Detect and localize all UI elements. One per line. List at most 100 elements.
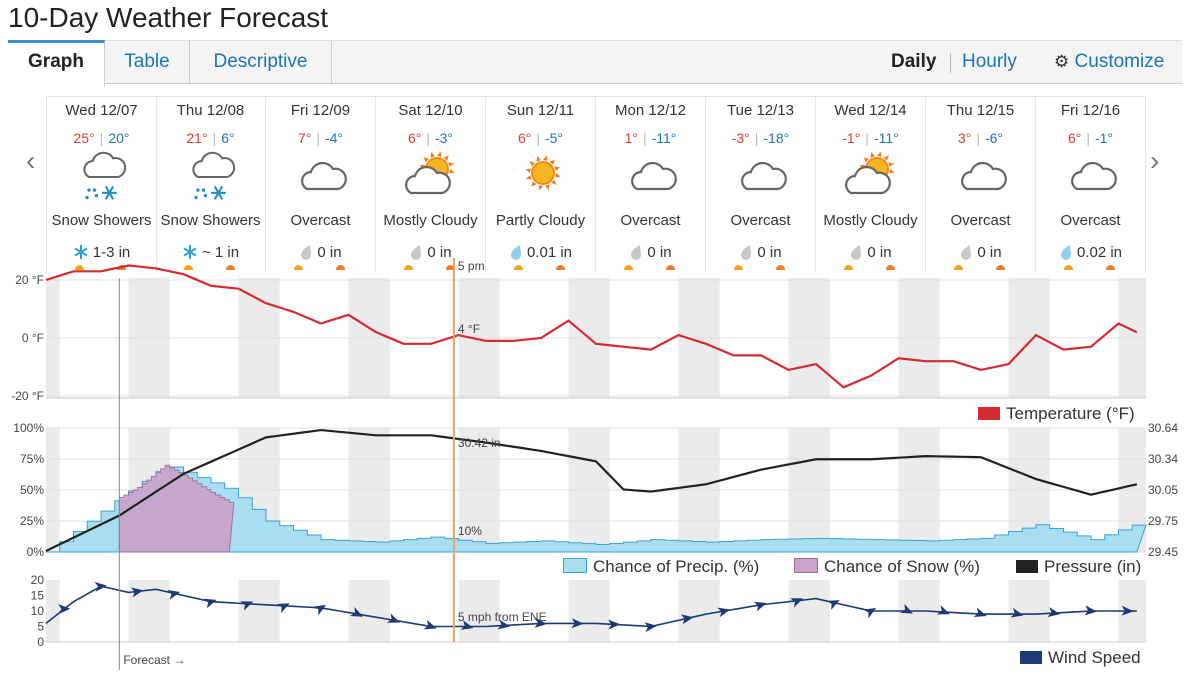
night-band bbox=[596, 428, 610, 552]
snowflake-icon bbox=[182, 244, 202, 261]
high-temp: 1° bbox=[624, 130, 638, 146]
snow-swatch bbox=[794, 558, 818, 573]
raindrop-icon bbox=[409, 244, 427, 261]
wind-swatch bbox=[1020, 651, 1042, 664]
raindrop-icon bbox=[739, 244, 757, 261]
temp-separator: | bbox=[1086, 130, 1090, 146]
snow-showers-icon bbox=[74, 149, 130, 205]
raindrop-icon bbox=[1059, 244, 1077, 261]
low-temp: -5° bbox=[544, 130, 564, 146]
high-temp: 21° bbox=[186, 130, 208, 146]
precip-legend: Chance of Precip. (%) bbox=[563, 557, 759, 577]
tab-graph[interactable]: Graph bbox=[8, 40, 105, 87]
cursor-pressure-label: 30.42 in bbox=[458, 436, 501, 450]
wind-arrow-icon bbox=[826, 600, 840, 610]
night-band bbox=[238, 580, 266, 642]
cloud-icon bbox=[293, 149, 349, 205]
wind-arrow-icon bbox=[58, 604, 71, 615]
night-band bbox=[458, 428, 486, 552]
precip-tick-label: 100% bbox=[13, 421, 44, 435]
night-band bbox=[1008, 278, 1036, 398]
night-band bbox=[596, 580, 610, 642]
cloud-icon bbox=[733, 149, 789, 205]
day-temps: 1° | -11° bbox=[596, 130, 705, 146]
temp-separator: | bbox=[865, 130, 869, 146]
day-column[interactable]: Tue 12/13 -3° | -18° Overcast 0 in bbox=[706, 97, 816, 273]
temp-separator: | bbox=[754, 130, 759, 146]
day-column[interactable]: Fri 12/16 6° | -1° Overcast 0.02 in bbox=[1036, 97, 1146, 273]
wind-arrow-icon bbox=[753, 601, 767, 612]
tab-table[interactable]: Table bbox=[105, 41, 190, 83]
next-arrow-icon[interactable]: › bbox=[1150, 145, 1160, 176]
cursor-precip-label: 10% bbox=[458, 524, 482, 538]
low-temp: 20° bbox=[108, 130, 130, 146]
wind-arrow-icon bbox=[936, 605, 950, 615]
night-band bbox=[238, 428, 266, 552]
sunset-icon bbox=[556, 265, 565, 270]
customize-label: Customize bbox=[1074, 51, 1165, 72]
wind-legend-label: Wind Speed bbox=[1048, 648, 1141, 667]
condition-label: Snow Showers bbox=[51, 212, 152, 229]
precip-legend-label: Chance of Precip. (%) bbox=[593, 557, 760, 576]
page-title: 10-Day Weather Forecast bbox=[8, 2, 329, 33]
precip-amount-label: ~ 1 in bbox=[201, 244, 240, 261]
night-band bbox=[238, 278, 266, 398]
day-column[interactable]: Thu 12/08 21° | 6° Snow Showers ~ 1 in bbox=[156, 97, 266, 273]
sunrise-icon bbox=[404, 265, 413, 270]
snowflake-icon bbox=[73, 244, 93, 261]
day-column[interactable]: Mon 12/12 1° | -11° Overcast 0 in bbox=[596, 97, 706, 273]
precip-amount-label: 0.01 in bbox=[526, 244, 573, 261]
day-date: Fri 12/16 bbox=[1060, 102, 1121, 119]
customize-button[interactable]: ⚙ Customize bbox=[1054, 41, 1164, 83]
precip-amount-label: 0 in bbox=[867, 244, 892, 261]
wind-arrow-icon bbox=[1010, 607, 1024, 618]
night-band bbox=[486, 278, 500, 398]
day-date: Sun 12/11 bbox=[506, 102, 575, 119]
mostly-cloudy-icon bbox=[403, 149, 459, 205]
sunset-icon bbox=[776, 265, 785, 270]
hourly-toggle[interactable]: Hourly bbox=[962, 51, 1017, 72]
day-temps: 25° | 20° bbox=[47, 130, 156, 146]
day-date: Sat 12/10 bbox=[398, 102, 463, 119]
pressure-tick-label: 29.45 bbox=[1148, 545, 1178, 559]
night-band bbox=[706, 428, 720, 552]
condition-label: Mostly Cloudy bbox=[823, 212, 918, 229]
condition-label: Snow Showers bbox=[160, 212, 261, 229]
night-band bbox=[266, 580, 280, 642]
low-temp: -6° bbox=[984, 130, 1004, 146]
temp-tick-label: -20 °F bbox=[11, 389, 44, 403]
pressure-line bbox=[45, 428, 1138, 552]
temp-separator: | bbox=[642, 130, 647, 146]
sunrise-icon bbox=[75, 265, 84, 270]
wind-arrow-icon bbox=[497, 619, 511, 630]
cursor-temp-label: 4 °F bbox=[458, 322, 480, 336]
day-column[interactable]: Sat 12/10 6° | -3° Mostly Cloudy 0 in bbox=[376, 97, 486, 273]
night-band bbox=[156, 428, 170, 552]
condition-label: Overcast bbox=[950, 212, 1011, 229]
high-temp: 3° bbox=[957, 130, 972, 146]
precip-amount-label: 0 in bbox=[977, 244, 1002, 261]
wind-arrow-icon bbox=[94, 581, 107, 592]
pressure-tick-label: 30.34 bbox=[1148, 452, 1178, 466]
night-band bbox=[376, 278, 390, 398]
daily-toggle[interactable]: Daily bbox=[891, 51, 937, 72]
snow-legend: Chance of Snow (%) bbox=[794, 557, 980, 577]
sunrise-icon bbox=[294, 265, 303, 270]
night-band bbox=[46, 428, 60, 552]
temp-separator: | bbox=[426, 130, 430, 146]
low-temp: -18° bbox=[763, 130, 790, 146]
day-column[interactable]: Thu 12/15 3° | -6° Overcast 0 in bbox=[926, 97, 1036, 273]
prev-arrow-icon[interactable]: ‹ bbox=[26, 145, 36, 176]
pressure-tick-label: 30.64 bbox=[1148, 421, 1178, 435]
snow-area bbox=[118, 464, 235, 553]
wind-arrow-icon bbox=[1047, 607, 1061, 617]
day-column[interactable]: Wed 12/07 25° | 20° Snow Showers 1-3 in bbox=[46, 97, 157, 273]
day-temps: -1° | -11° bbox=[816, 130, 925, 146]
night-band bbox=[46, 580, 60, 642]
day-column[interactable]: Wed 12/14 -1° | -11° Mostly Cloudy 0 in bbox=[816, 97, 926, 273]
day-column[interactable]: Sun 12/11 6° | -5° Partly Cloudy 0.01 in bbox=[486, 97, 596, 273]
tab-descriptive[interactable]: Descriptive bbox=[190, 41, 332, 83]
precip-tick-label: 75% bbox=[20, 452, 44, 466]
day-column[interactable]: Fri 12/09 7° | -4° Overcast 0 in bbox=[266, 97, 376, 273]
temp-separator: | bbox=[99, 130, 104, 146]
